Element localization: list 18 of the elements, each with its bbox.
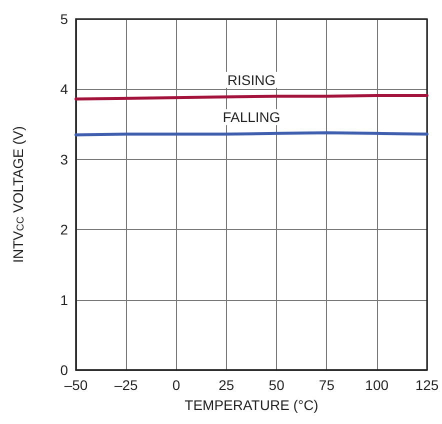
x-tick-label: 100	[365, 377, 389, 393]
y-tick-label: 0	[60, 362, 68, 378]
x-axis-title: TEMPERATURE (°C)	[184, 397, 318, 413]
x-tick-label: 75	[318, 377, 335, 393]
series-label: FALLING	[222, 109, 280, 126]
x-tick-label: 50	[268, 377, 285, 393]
x-tick-label: 0	[172, 377, 180, 393]
y-tick-label: 1	[60, 292, 68, 308]
x-tick-label: –50	[64, 377, 88, 393]
y-tick-label: 5	[60, 11, 68, 27]
x-tick-label: 25	[218, 377, 234, 393]
x-tick-label: 125	[415, 377, 439, 393]
y-tick-label: 3	[60, 151, 68, 168]
y-tick-label: 2	[60, 222, 68, 238]
series-label: RISING	[227, 72, 276, 88]
y-axis-title: INTVCC VOLTAGE (V)	[10, 126, 26, 263]
y-tick-label: 4	[60, 81, 68, 98]
x-tick-label: –25	[114, 377, 138, 393]
